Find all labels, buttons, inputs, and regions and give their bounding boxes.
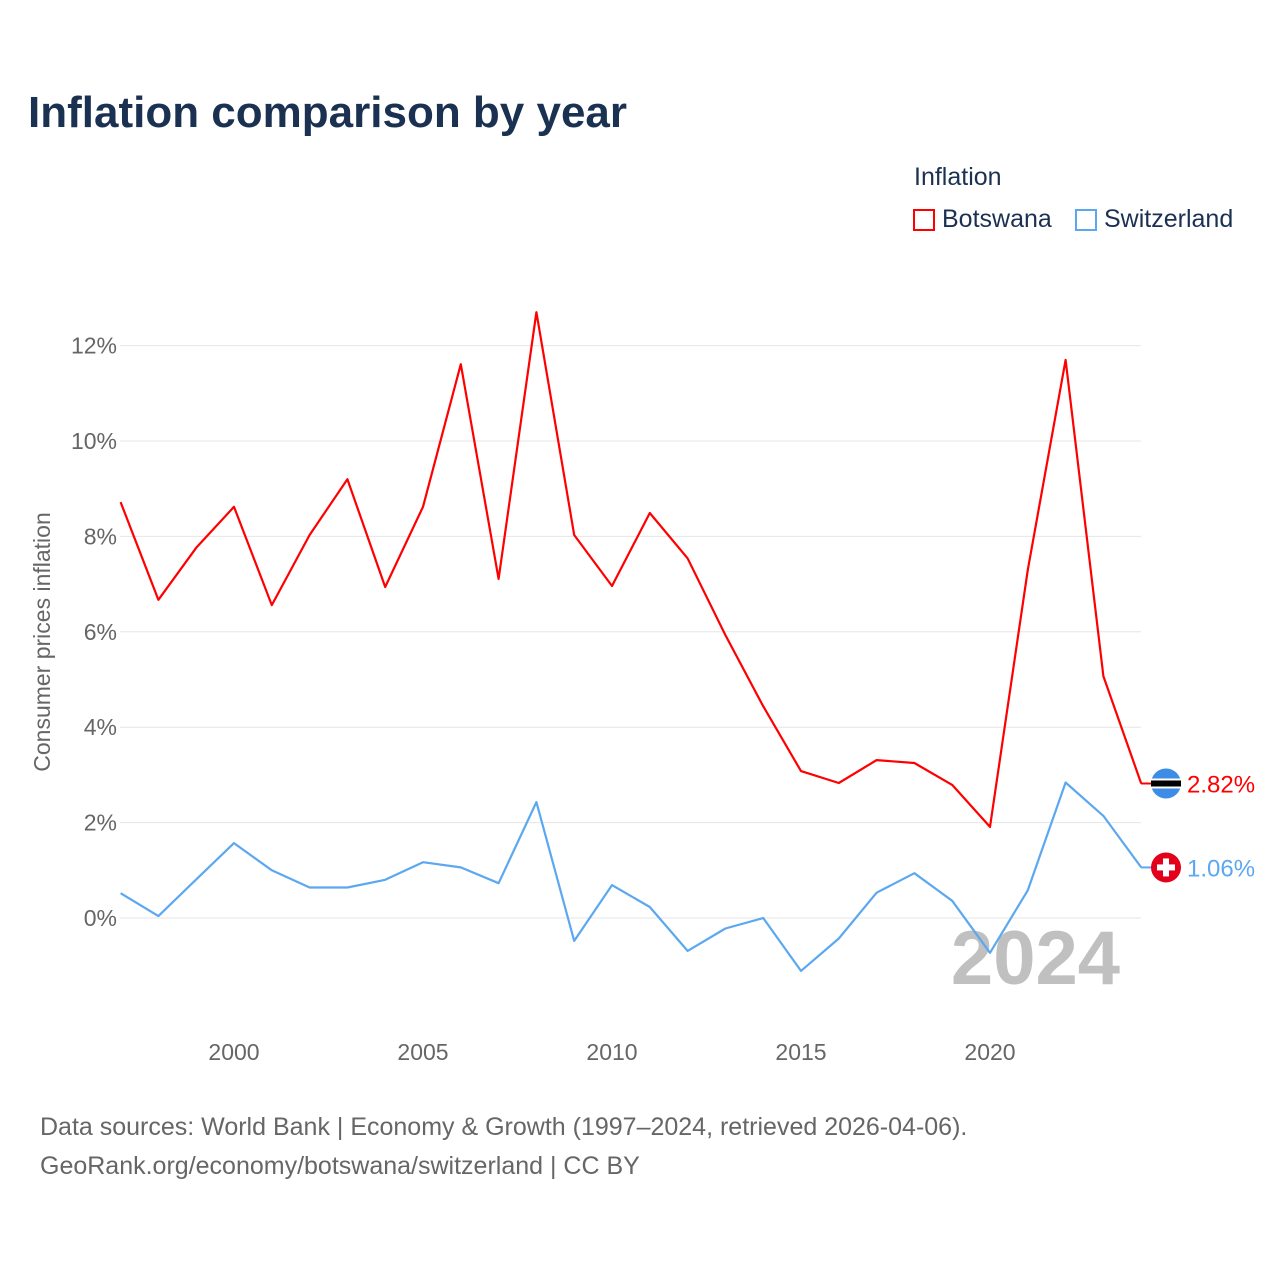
y-tick-label: 0% <box>84 905 117 931</box>
chart-title: Inflation comparison by year <box>28 88 628 137</box>
end-value-label: 2.82% <box>1187 771 1255 798</box>
legend-item-botswana[interactable]: Botswana <box>913 205 1052 234</box>
flag-switzerland-icon <box>1151 852 1181 883</box>
legend-swatch-botswana <box>913 208 935 231</box>
flag-botswana-icon <box>1151 768 1181 799</box>
legend-title: Inflation <box>914 163 1002 191</box>
end-value-label: 1.06% <box>1187 855 1255 882</box>
source-note: Data sources: World Bank | Economy & Gro… <box>40 1108 967 1186</box>
legend-label-switzerland: Switzerland <box>1104 205 1234 233</box>
legend-swatch-switzerland <box>1075 208 1097 231</box>
x-tick-label: 2005 <box>397 1039 448 1065</box>
x-tick-label: 2015 <box>775 1039 826 1065</box>
legend-item-switzerland[interactable]: Switzerland <box>1075 205 1233 234</box>
source-line-1: Data sources: World Bank | Economy & Gro… <box>40 1113 968 1141</box>
x-tick-label: 2000 <box>208 1039 259 1065</box>
series-line-switzerland[interactable] <box>120 781 1143 973</box>
y-tick-label: 12% <box>71 333 117 359</box>
y-tick-label: 6% <box>84 619 117 645</box>
y-tick-label: 10% <box>71 428 117 454</box>
year-watermark: 2024 <box>951 916 1120 1001</box>
x-tick-label: 2020 <box>964 1039 1015 1065</box>
legend-label-botswana: Botswana <box>942 205 1052 233</box>
series-line-botswana[interactable] <box>119 311 1143 829</box>
source-line-2[interactable]: GeoRank.org/economy/botswana/switzerland… <box>40 1152 640 1180</box>
y-tick-label: 4% <box>84 714 117 740</box>
y-axis-label: Consumer prices inflation <box>29 512 55 772</box>
x-tick-label: 2010 <box>586 1039 637 1065</box>
y-tick-label: 2% <box>84 810 117 836</box>
y-tick-label: 8% <box>84 523 117 549</box>
